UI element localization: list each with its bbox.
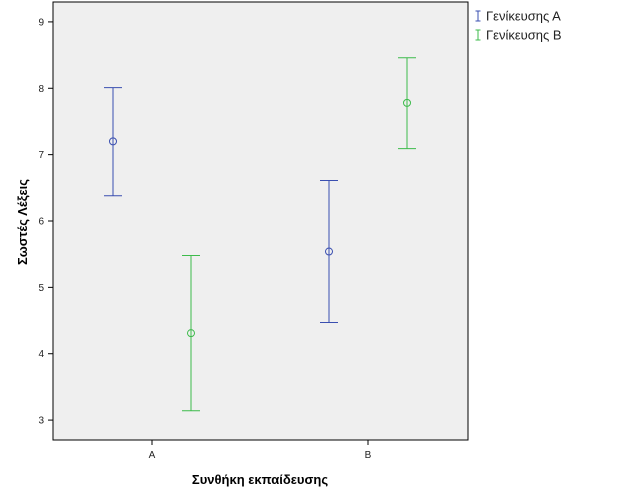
legend-item: Γενίκευσης Α bbox=[475, 9, 561, 24]
x-tick-label: A bbox=[149, 450, 156, 461]
y-tick-label: 8 bbox=[38, 84, 44, 95]
mean-marker bbox=[403, 98, 411, 107]
mean-marker bbox=[187, 329, 195, 338]
y-tick-label: 6 bbox=[38, 217, 44, 228]
y-axis: 3 4 5 6 7 8 9 bbox=[38, 17, 53, 427]
mean-marker bbox=[109, 137, 117, 146]
y-tick-label: 7 bbox=[38, 150, 44, 161]
error-bars bbox=[104, 57, 416, 412]
error-bar bbox=[320, 180, 338, 324]
y-tick-label: 4 bbox=[38, 349, 44, 360]
legend-item: Γενίκευσης Β bbox=[475, 28, 562, 43]
x-tick-label: B bbox=[365, 450, 372, 461]
y-tick-label: 9 bbox=[38, 17, 44, 28]
y-axis-title: Σωστές Λέξεις bbox=[15, 179, 30, 265]
legend: Γενίκευσης Α Γενίκευσης Β bbox=[475, 9, 562, 43]
legend-label: Γενίκευσης Α bbox=[486, 9, 561, 24]
y-tick-label: 3 bbox=[38, 416, 44, 427]
error-bar bbox=[398, 57, 416, 150]
error-bar bbox=[182, 255, 200, 412]
legend-label: Γενίκευσης Β bbox=[486, 28, 562, 43]
plot-area bbox=[52, 1, 469, 441]
y-tick-label: 5 bbox=[38, 283, 44, 294]
error-bar bbox=[104, 87, 122, 197]
x-axis-title: Συνθήκη εκπαίδευσης bbox=[192, 472, 328, 487]
mean-marker bbox=[325, 247, 333, 256]
